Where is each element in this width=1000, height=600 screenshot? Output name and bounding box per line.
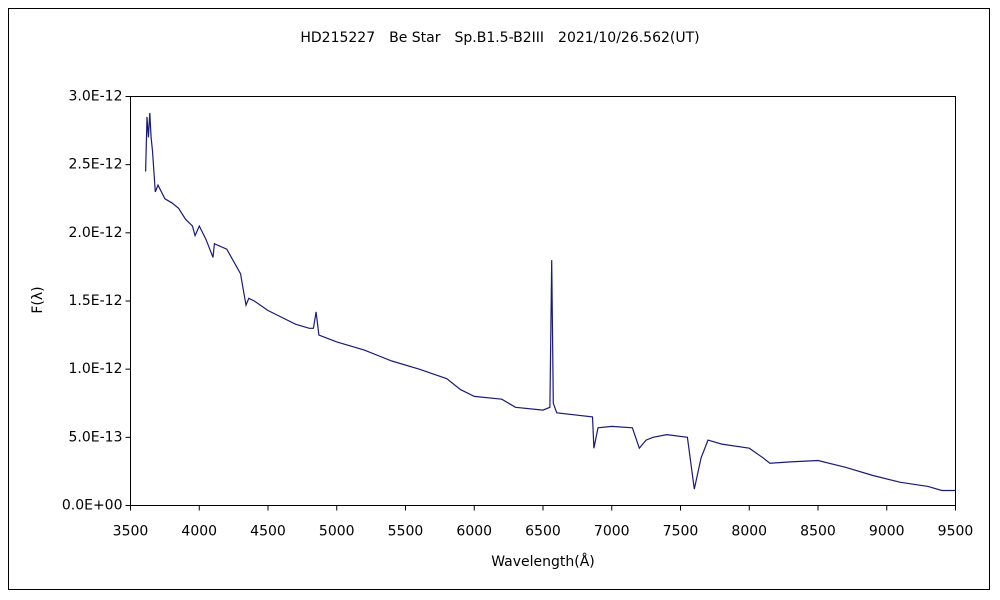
x-tick-label: 4000 (181, 524, 217, 540)
chart-title: HD215227 Be Star Sp.B1.5-B2III 2021/10/2… (300, 30, 699, 46)
x-tick-label: 9500 (938, 524, 974, 540)
y-tick-label: 3.0E-12 (69, 89, 123, 105)
y-tick-label: 2.0E-12 (69, 225, 123, 241)
x-tick-label: 7500 (663, 524, 699, 540)
x-tick-label: 8500 (800, 524, 836, 540)
x-tick-label: 6000 (456, 524, 492, 540)
y-tick-label: 5.0E-13 (69, 429, 123, 445)
x-tick-label: 9000 (869, 524, 905, 540)
x-tick-label: 5000 (319, 524, 355, 540)
y-tick-label: 0.0E+00 (62, 498, 123, 514)
x-tick-label: 7000 (594, 524, 630, 540)
plot-area (130, 96, 956, 506)
y-tick-label: 1.5E-12 (69, 293, 123, 309)
x-tick-label: 8000 (731, 524, 767, 540)
x-tick-label: 6500 (525, 524, 561, 540)
x-axis-label: Wavelength(Å) (491, 553, 595, 570)
y-tick-label: 2.5E-12 (69, 157, 123, 173)
spectrum-line (145, 112, 956, 492)
x-tick-label: 5500 (388, 524, 424, 540)
x-tick-label: 4500 (250, 524, 286, 540)
x-tick-label: 3500 (113, 524, 149, 540)
y-tick-label: 1.0E-12 (69, 361, 123, 377)
y-axis-label: F(λ) (30, 286, 46, 313)
